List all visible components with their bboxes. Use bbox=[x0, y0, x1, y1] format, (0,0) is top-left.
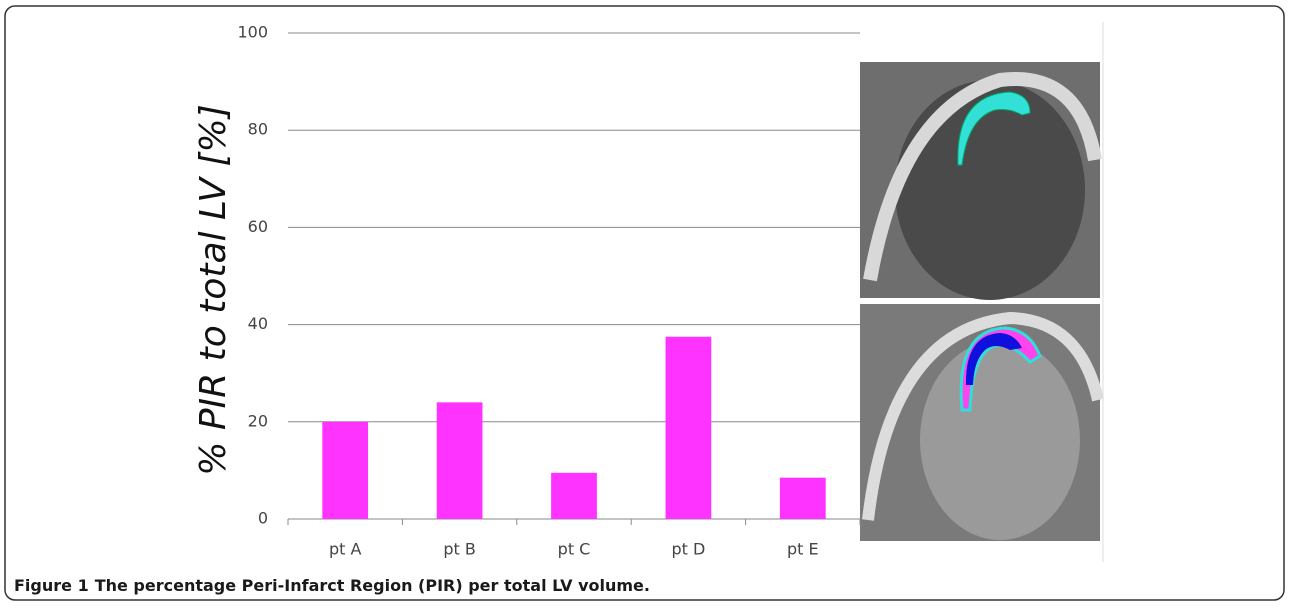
x-tick-label: pt E bbox=[787, 540, 819, 559]
bar bbox=[551, 473, 597, 519]
caption-text: The percentage Peri-Infarct Region (PIR)… bbox=[95, 576, 650, 595]
x-tick-label: pt C bbox=[558, 540, 591, 559]
y-tick-label: 100 bbox=[237, 23, 268, 42]
page: % PIR to total LV [%] Figure 1 The percen… bbox=[0, 0, 1290, 604]
x-tick-label: pt D bbox=[671, 540, 705, 559]
bar bbox=[780, 478, 826, 519]
y-tick-label: 20 bbox=[248, 411, 268, 430]
figure: % PIR to total LV [%] Figure 1 The percen… bbox=[0, 0, 1290, 604]
y-tick-label: 80 bbox=[248, 120, 268, 139]
caption-label: Figure 1 bbox=[14, 576, 89, 595]
x-tick-label: pt A bbox=[329, 540, 362, 559]
x-tick-label: pt B bbox=[443, 540, 476, 559]
bar bbox=[322, 422, 368, 519]
mri-bottom bbox=[860, 304, 1100, 541]
caption: Figure 1 The percentage Peri-Infarct Regi… bbox=[14, 576, 650, 595]
bar bbox=[437, 402, 483, 519]
y-axis-label: % PIR to total LV [%] bbox=[193, 104, 234, 476]
y-tick-label: 0 bbox=[258, 509, 268, 528]
mri-top bbox=[860, 62, 1100, 300]
y-tick-label: 40 bbox=[248, 314, 268, 333]
y-tick-label: 60 bbox=[248, 217, 268, 236]
bar bbox=[666, 337, 712, 519]
